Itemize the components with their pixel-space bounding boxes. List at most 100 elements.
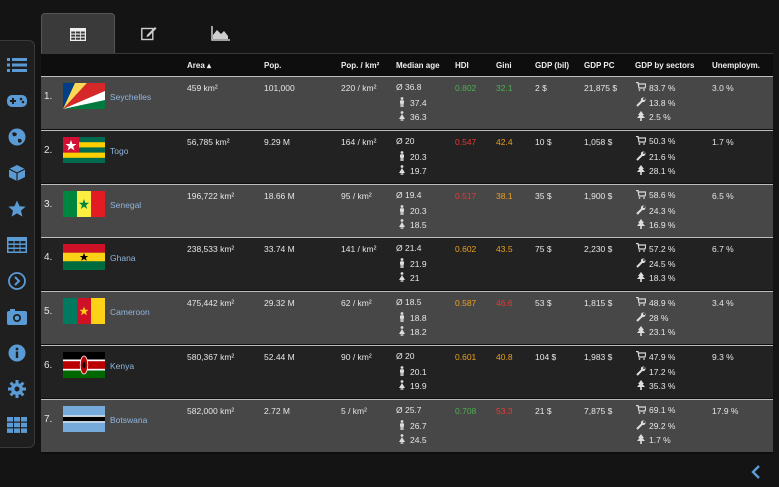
header-hdi[interactable]: HDI [455, 61, 469, 70]
area-value: 238,533 km² [187, 244, 235, 255]
camera-icon[interactable] [0, 299, 34, 335]
median-age-value: Ø 20 [396, 135, 415, 146]
median-age-male: 20.3 [397, 150, 427, 163]
area-value: 582,000 km² [187, 405, 235, 416]
header-pop[interactable]: Pop. [264, 61, 282, 70]
tab-table[interactable] [41, 13, 115, 54]
star-icon[interactable] [0, 191, 34, 227]
gdp-services: 57.2 % [636, 243, 675, 254]
gini-value: 42.4 [496, 136, 513, 147]
list-icon[interactable] [0, 47, 34, 83]
wrench-icon [636, 312, 646, 324]
gear-icon[interactable] [0, 371, 34, 407]
table-row[interactable]: 6. Kenya 580,367 km² 52.44 M 90 / km² Ø … [41, 345, 773, 398]
table-row[interactable]: 1. Seychelles 459 km² 101,000 220 / km² … [41, 76, 773, 129]
table-row[interactable]: 2. Togo 56,785 km² 9.29 M 164 / km² Ø 20… [41, 129, 773, 183]
median-age-value: Ø 19.4 [396, 189, 422, 200]
median-age-male: 20.3 [397, 204, 427, 217]
median-age-male: 21.9 [397, 258, 427, 270]
male-icon [397, 150, 407, 163]
female-icon [397, 218, 407, 231]
cube-icon[interactable] [0, 155, 34, 191]
median-age-female: 18.5 [397, 218, 427, 231]
median-age-male: 37.4 [397, 97, 427, 109]
gdp-industry: 21.6 % [636, 151, 675, 163]
table-icon[interactable] [0, 227, 34, 263]
header-area[interactable]: Area ▴ [187, 61, 212, 70]
cart-icon [636, 135, 647, 147]
header-density[interactable]: Pop. / km² [341, 61, 380, 70]
country-table: Area ▴ Pop. Pop. / km² Median age HDI Gi… [41, 53, 773, 454]
gdp-pc-value: 1,815 $ [584, 298, 613, 309]
gdp-pc-value: 1,900 $ [584, 190, 613, 201]
table-row[interactable]: 7. Botswana 582,000 km² 2.72 M 5 / km² Ø… [41, 398, 773, 452]
gini-value: 46.6 [496, 298, 513, 309]
gdp-services: 69.1 % [636, 404, 675, 416]
country-name-link[interactable]: Seychelles [110, 92, 152, 102]
table-row[interactable]: 3. Senegal 196,722 km² 18.66 M 95 / km² … [41, 183, 773, 237]
median-age-female: 18.2 [397, 326, 427, 338]
median-age-value: Ø 21.4 [396, 243, 422, 254]
density-value: 62 / km² [341, 298, 372, 309]
gdp-pc-value: 1,058 $ [584, 136, 613, 147]
header-gdp-pc[interactable]: GDP PC [584, 61, 615, 70]
chevron-circle-right-icon[interactable] [0, 263, 34, 299]
header-gdp-sectors[interactable]: GDP by sectors [635, 61, 695, 70]
header-unemployment[interactable]: Unemploym. [712, 61, 761, 70]
header-gini[interactable]: Gini [496, 61, 512, 70]
country-flag [63, 405, 105, 432]
row-rank: 1. [44, 91, 53, 102]
info-icon[interactable] [0, 335, 34, 371]
country-name-link[interactable]: Botswana [110, 414, 148, 425]
median-age-male: 18.8 [397, 312, 427, 324]
gdp-services: 83.7 % [636, 81, 675, 93]
country-name-link[interactable]: Kenya [110, 361, 135, 371]
wrench-icon [636, 366, 646, 378]
gdp-value: 75 $ [535, 244, 552, 255]
gamepad-icon[interactable] [0, 83, 34, 119]
wrench-icon [636, 205, 646, 217]
grid-icon[interactable] [0, 407, 34, 443]
row-rank: 4. [44, 252, 53, 264]
country-flag [63, 136, 105, 163]
median-age-value: Ø 18.5 [396, 297, 422, 308]
table-row[interactable]: 5. Cameroon 475,442 km² 29.32 M 62 / km²… [41, 291, 773, 345]
male-icon [397, 204, 407, 217]
density-value: 141 / km² [341, 244, 377, 255]
chevron-left-icon[interactable] [747, 462, 765, 482]
table-row[interactable]: 4. Ghana 238,533 km² 33.74 M 141 / km² Ø… [41, 237, 773, 291]
male-icon [397, 366, 407, 378]
header-gdp[interactable]: GDP (bil) [535, 61, 570, 70]
country-name-link[interactable]: Ghana [110, 253, 136, 264]
female-icon [397, 111, 407, 123]
pop-value: 2.72 M [264, 405, 290, 416]
country-name-link[interactable]: Cameroon [110, 307, 150, 318]
area-value: 196,722 km² [187, 190, 235, 201]
gdp-agriculture: 35.3 % [636, 380, 675, 392]
unemployment-value: 3.0 % [712, 83, 734, 93]
gdp-services: 50.3 % [636, 135, 675, 147]
wrench-icon [636, 151, 646, 163]
country-name-link[interactable]: Senegal [110, 199, 142, 210]
density-value: 90 / km² [341, 352, 372, 362]
country-name-link[interactable]: Togo [110, 145, 129, 156]
hdi-value: 0.587 [455, 298, 477, 309]
gdp-agriculture: 23.1 % [636, 326, 675, 338]
median-age-female: 36.3 [397, 111, 427, 123]
pop-value: 9.29 M [264, 136, 290, 147]
globe-icon[interactable] [0, 119, 34, 155]
tab-edit[interactable] [113, 13, 185, 53]
row-rank: 7. [44, 413, 53, 425]
gdp-value: 2 $ [535, 83, 547, 93]
tree-icon [636, 380, 646, 392]
median-age-value: Ø 36.8 [396, 82, 422, 92]
sidebar [0, 40, 35, 448]
gdp-agriculture: 1.7 % [636, 433, 671, 446]
header-median-age[interactable]: Median age [396, 61, 440, 70]
tab-chart[interactable] [185, 13, 257, 53]
gdp-services: 47.9 % [636, 350, 675, 362]
gdp-value: 35 $ [535, 190, 552, 201]
tree-icon [636, 433, 646, 446]
gdp-agriculture: 2.5 % [636, 111, 671, 123]
male-icon [397, 97, 407, 109]
